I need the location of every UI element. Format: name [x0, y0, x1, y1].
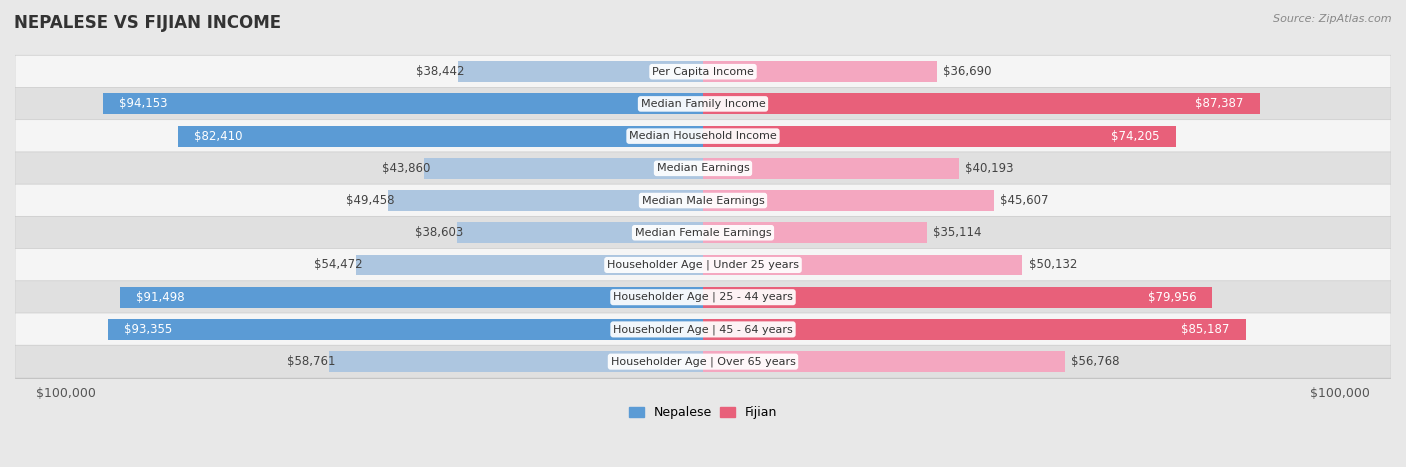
Bar — [108, 319, 703, 340]
Text: Median Female Earnings: Median Female Earnings — [634, 228, 772, 238]
Text: Per Capita Income: Per Capita Income — [652, 67, 754, 77]
Text: Median Household Income: Median Household Income — [628, 131, 778, 141]
Text: $85,187: $85,187 — [1181, 323, 1230, 336]
Bar — [458, 61, 703, 82]
FancyBboxPatch shape — [15, 120, 1391, 153]
FancyBboxPatch shape — [15, 184, 1391, 217]
FancyBboxPatch shape — [15, 345, 1391, 378]
Bar — [703, 93, 1260, 114]
Bar — [703, 61, 936, 82]
Bar — [703, 126, 1175, 147]
Text: Householder Age | 25 - 44 years: Householder Age | 25 - 44 years — [613, 292, 793, 303]
Bar — [703, 287, 1212, 308]
Text: $79,956: $79,956 — [1147, 290, 1197, 304]
Bar — [703, 319, 1246, 340]
FancyBboxPatch shape — [15, 216, 1391, 249]
Text: Source: ZipAtlas.com: Source: ZipAtlas.com — [1274, 14, 1392, 24]
Text: $49,458: $49,458 — [346, 194, 394, 207]
Bar — [120, 287, 703, 308]
Text: $74,205: $74,205 — [1111, 130, 1160, 142]
Text: Median Earnings: Median Earnings — [657, 163, 749, 173]
Text: $82,410: $82,410 — [194, 130, 242, 142]
FancyBboxPatch shape — [15, 281, 1391, 314]
Text: $91,498: $91,498 — [136, 290, 184, 304]
FancyBboxPatch shape — [15, 87, 1391, 120]
Text: $45,607: $45,607 — [1000, 194, 1049, 207]
Text: Median Male Earnings: Median Male Earnings — [641, 196, 765, 205]
Text: $36,690: $36,690 — [943, 65, 991, 78]
Text: $40,193: $40,193 — [966, 162, 1014, 175]
Text: Median Family Income: Median Family Income — [641, 99, 765, 109]
Text: $54,472: $54,472 — [314, 259, 363, 271]
Text: $93,355: $93,355 — [124, 323, 173, 336]
Text: $38,603: $38,603 — [415, 226, 464, 239]
Bar — [457, 222, 703, 243]
FancyBboxPatch shape — [15, 248, 1391, 282]
Text: $94,153: $94,153 — [120, 98, 167, 110]
Bar — [703, 158, 959, 179]
FancyBboxPatch shape — [15, 152, 1391, 185]
Text: $38,442: $38,442 — [416, 65, 464, 78]
Bar — [423, 158, 703, 179]
FancyBboxPatch shape — [15, 313, 1391, 346]
Text: Householder Age | Over 65 years: Householder Age | Over 65 years — [610, 356, 796, 367]
Text: $87,387: $87,387 — [1195, 98, 1244, 110]
Bar — [703, 255, 1022, 276]
Text: $56,768: $56,768 — [1071, 355, 1119, 368]
Text: NEPALESE VS FIJIAN INCOME: NEPALESE VS FIJIAN INCOME — [14, 14, 281, 32]
Bar — [103, 93, 703, 114]
Bar — [356, 255, 703, 276]
Bar — [388, 190, 703, 211]
Text: $43,860: $43,860 — [381, 162, 430, 175]
Legend: Nepalese, Fijian: Nepalese, Fijian — [624, 401, 782, 424]
Bar — [703, 351, 1064, 372]
Bar — [703, 190, 994, 211]
Text: $35,114: $35,114 — [934, 226, 981, 239]
Text: $58,761: $58,761 — [287, 355, 335, 368]
Text: Householder Age | 45 - 64 years: Householder Age | 45 - 64 years — [613, 324, 793, 335]
Text: $50,132: $50,132 — [1029, 259, 1077, 271]
FancyBboxPatch shape — [15, 55, 1391, 88]
Bar — [703, 222, 927, 243]
Bar — [179, 126, 703, 147]
Bar — [329, 351, 703, 372]
Text: Householder Age | Under 25 years: Householder Age | Under 25 years — [607, 260, 799, 270]
